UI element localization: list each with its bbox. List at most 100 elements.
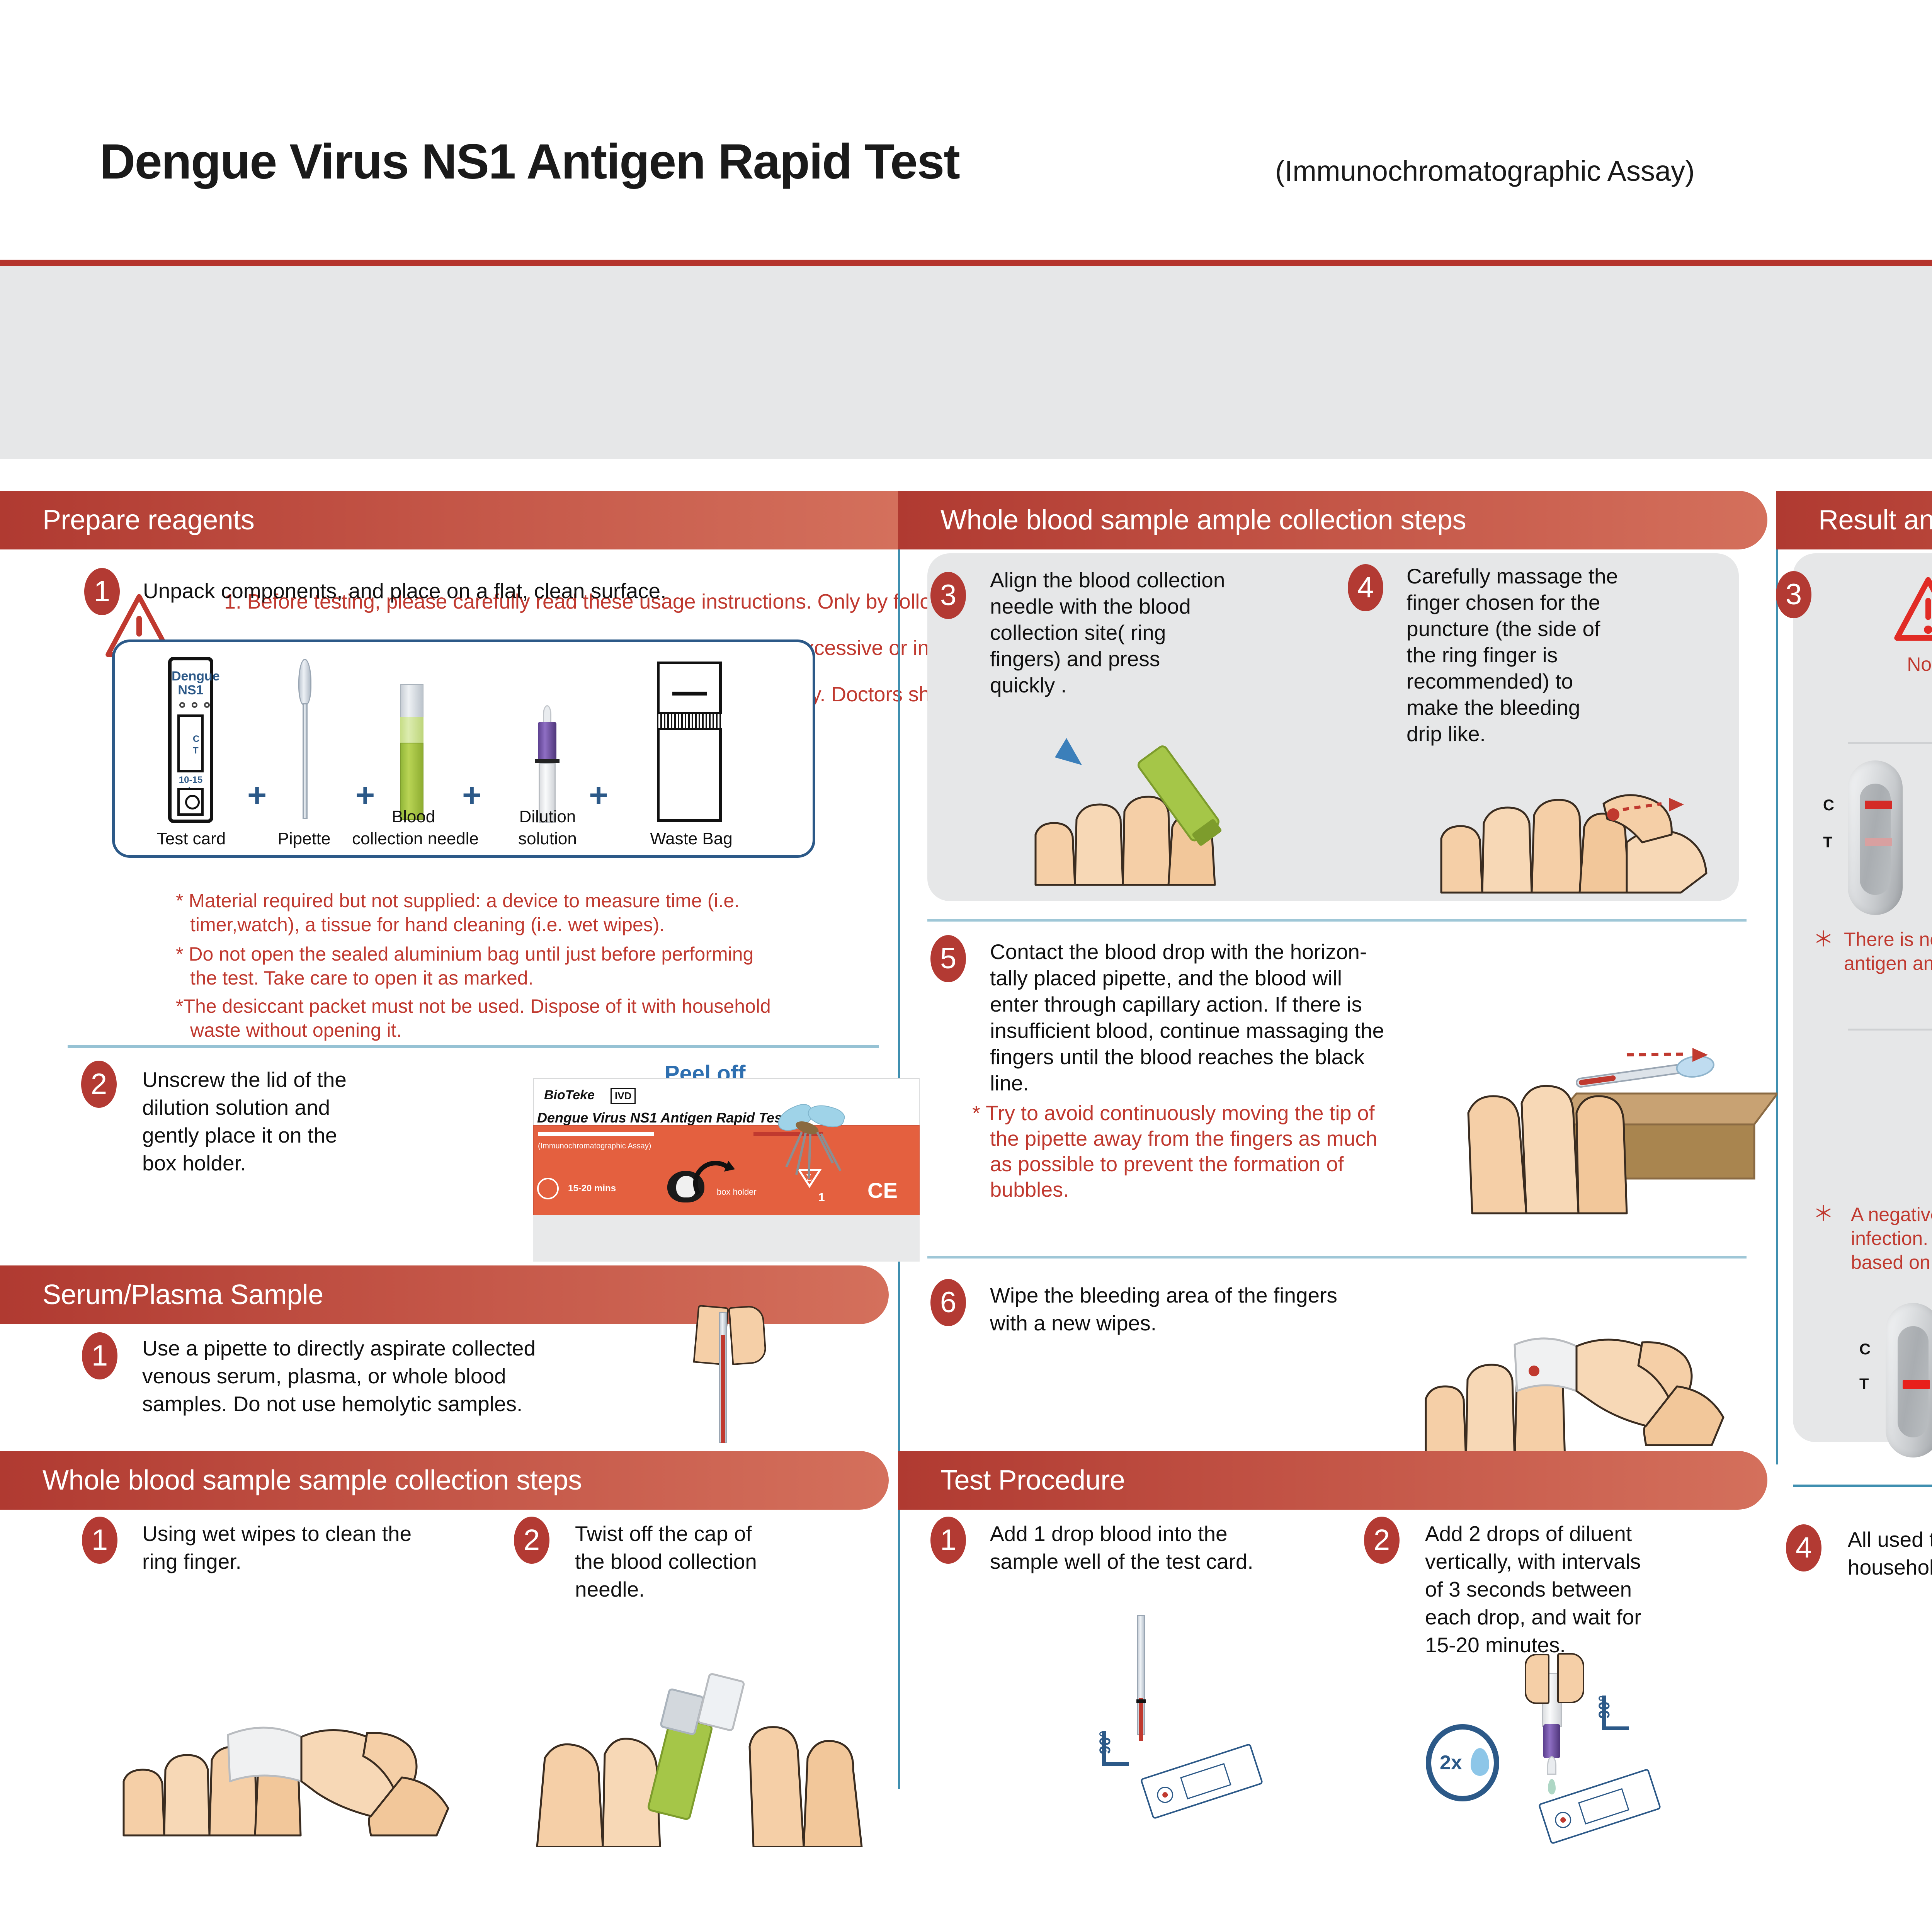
step-badge-wbmid-5: 5 — [930, 935, 966, 982]
section-title: Prepare reagents — [43, 505, 255, 536]
step-badge-prepare-2: 2 — [81, 1061, 117, 1108]
step-badge-wbmid-3: 3 — [930, 572, 966, 619]
section-title: Serum/Plasma Sample — [43, 1279, 323, 1310]
pipette-capillary-illustration — [1467, 1048, 1777, 1214]
step-text-wbmid-4-l4: the ring finger is — [1406, 643, 1558, 667]
plus-icon-3: + — [462, 777, 482, 814]
test-card-sample-well — [177, 788, 204, 816]
section-header-test-procedure: Test Procedure — [898, 1451, 1767, 1510]
component-label-dilution-l2: solution — [518, 829, 577, 848]
step-text-wbmid-5-l2: tally placed pipette, and the blood will — [990, 966, 1342, 990]
step-text-wbleft-2-l2: the blood collection — [575, 1549, 757, 1573]
section-header-whole-blood-mid: Whole blood sample ample collection step… — [898, 491, 1767, 549]
step-text-wbmid-4-l1: Carefully massage the — [1406, 564, 1618, 588]
step-text-prepare-2-l2: dilution solution and — [142, 1095, 330, 1119]
step-text-wbmid-3-l5: quickly . — [990, 673, 1067, 697]
component-label-test-card: Test card — [156, 829, 226, 848]
prepare-divider — [68, 1045, 879, 1048]
step-text-testproc-1-l1: Add 1 drop blood into the — [990, 1522, 1228, 1546]
needle-press-finger-illustration — [1034, 699, 1222, 886]
step-text-testproc-2-l3: of 3 seconds between — [1425, 1577, 1632, 1601]
section-title: Whole blood sample ample collection step… — [940, 505, 1466, 536]
step-badge-result-4: 4 — [1786, 1524, 1821, 1571]
result-divider-2 — [1848, 1029, 1932, 1031]
step-text-testproc-1-l2: sample well of the test card. — [990, 1549, 1253, 1573]
finger-holding-bottle-2 — [1557, 1653, 1584, 1703]
mosquito-legs-icon — [785, 1131, 842, 1179]
test-card-t-label: T — [193, 745, 199, 756]
step-text-wbmid-5-l1: Contact the blood drop with the horizon- — [990, 940, 1367, 964]
waste-bag-hatch — [657, 712, 722, 730]
section-title: Test Procedure — [940, 1465, 1125, 1496]
prepare-note-2-line1: * Do not open the sealed aluminium bag u… — [176, 943, 754, 965]
step-text-wbmid-4-l3: puncture (the side of — [1406, 617, 1600, 641]
step-text-testproc-2-l1: Add 2 drops of diluent — [1425, 1522, 1632, 1546]
step-text-wbmid-5-l5: fingers until the blood reaches the blac… — [990, 1045, 1365, 1069]
step-text-wbmid-5-l3: enter through capillary action. If there… — [990, 992, 1362, 1016]
step-text-wbmid-5-l6: line. — [990, 1071, 1029, 1095]
component-label-needle-l2: collection needle — [352, 829, 479, 848]
title-bar: Dengue Virus NS1 Antigen Rapid Test (Imm… — [0, 0, 1932, 247]
step-badge-wbleft-1: 1 — [82, 1517, 117, 1564]
step-badge-testproc-1: 1 — [930, 1517, 966, 1564]
negative-asterisk: ＊ — [1813, 1202, 1834, 1225]
step-text-prepare-2-l3: gently place it on the — [142, 1123, 337, 1147]
package-brand: BioTeke — [544, 1088, 595, 1102]
pipette-stem — [303, 703, 308, 819]
dot — [179, 702, 185, 708]
step-text-wbmid-4-l2: finger chosen for the — [1406, 590, 1600, 614]
section-header-result-interpretation: Result and Interpretation — [1776, 491, 1932, 549]
angle-mark-2 — [1602, 1696, 1629, 1730]
step-text-serum-1-l3: samples. Do not use hemolytic samples. — [142, 1392, 523, 1416]
step-badge-wbmid-4: 4 — [1348, 564, 1383, 611]
rotate-arrow-icon — [693, 1161, 735, 1196]
mid-divider-2 — [927, 1256, 1747, 1259]
note-banner: Note 1. Before testing, please carefully… — [0, 266, 1932, 706]
wipe-bleeding-area-illustration — [1425, 1337, 1725, 1462]
dot — [192, 702, 197, 708]
dilution-solution-icon — [543, 705, 551, 724]
step-text-wbmid-6-l1: Wipe the bleeding area of the fingers — [990, 1283, 1337, 1307]
package-title: Dengue Virus NS1 Antigen Rapid Test — [537, 1110, 787, 1126]
mid-divider-1 — [927, 919, 1747, 922]
column-separator-2 — [1776, 491, 1778, 1464]
two-drops-label: 2x — [1440, 1752, 1462, 1774]
dilution-cap-dropping — [1543, 1724, 1560, 1758]
prepare-note-1-line2: timer,watch), a tissue for hand cleaning… — [190, 914, 665, 935]
section-title: Result and Interpretation — [1818, 505, 1932, 536]
section-header-prepare-reagents: Prepare reagents — [0, 491, 898, 549]
test-card-dots — [179, 702, 210, 708]
plus-icon-1: + — [247, 777, 267, 814]
prepare-note-2-line2: the test. Take care to open it as marked… — [190, 967, 534, 989]
test-cassette-1 — [1140, 1743, 1264, 1820]
negative-warning-l2: infection. More specific diagnostic meth… — [1851, 1228, 1932, 1249]
step-badge-testproc-2: 2 — [1364, 1517, 1400, 1564]
pipette-icon — [298, 659, 311, 705]
package-holder-label: box holder — [717, 1187, 757, 1197]
step-text-wbleft-2-l1: Twist off the cap of — [575, 1522, 752, 1546]
page-subtitle: (Immunochromatographic Assay) — [1275, 155, 1695, 187]
water-drop-icon — [1471, 1748, 1489, 1776]
control-line — [1865, 801, 1893, 809]
negative-warning-l3: based on clinical manifestations to conf… — [1851, 1252, 1932, 1273]
waste-bag-seal — [672, 692, 707, 696]
package-subtitle: (Immunochromatographic Assay) — [538, 1142, 651, 1150]
waste-bag-icon — [657, 662, 722, 822]
dilution-body — [539, 763, 556, 823]
hand-wiping-finger-illustration — [122, 1726, 449, 1837]
step-badge-prepare-1: 1 — [84, 568, 120, 615]
hand-twisting-needle-cap-illustration — [536, 1673, 863, 1847]
result-divider-1 — [1848, 742, 1932, 744]
step-5-warning-l4: bubbles. — [990, 1178, 1069, 1201]
dot — [204, 702, 210, 708]
component-label-dilution-l1: Dilution — [519, 807, 576, 826]
blood-collection-needle-icon — [400, 684, 423, 719]
section-title: Whole blood sample sample collection ste… — [43, 1465, 582, 1496]
falling-drop — [1548, 1779, 1556, 1794]
result-strip-invalid-1 — [1886, 1303, 1932, 1458]
step-text-wbmid-5-l4: insufficient blood, continue massaging t… — [990, 1019, 1384, 1043]
step-5-warning-l2: the pipette away from the fingers as muc… — [990, 1127, 1378, 1150]
step-text-wbmid-4-l6: make the bleeding — [1406, 696, 1580, 719]
step-badge-wbmid-6: 6 — [930, 1279, 966, 1326]
step-text-testproc-2-l5: 15-20 minutes. — [1425, 1633, 1566, 1657]
